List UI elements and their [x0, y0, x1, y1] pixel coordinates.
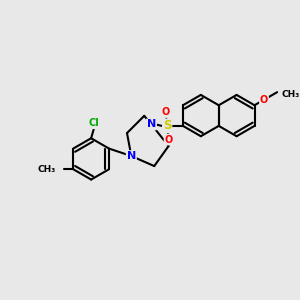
Text: Cl: Cl	[88, 118, 99, 128]
Text: N: N	[127, 151, 136, 161]
Text: O: O	[260, 95, 268, 105]
Text: O: O	[162, 107, 170, 117]
Text: N: N	[147, 119, 156, 130]
Text: S: S	[163, 119, 171, 132]
Text: CH₃: CH₃	[38, 165, 56, 174]
Text: O: O	[164, 135, 173, 145]
Text: CH₃: CH₃	[281, 90, 300, 99]
